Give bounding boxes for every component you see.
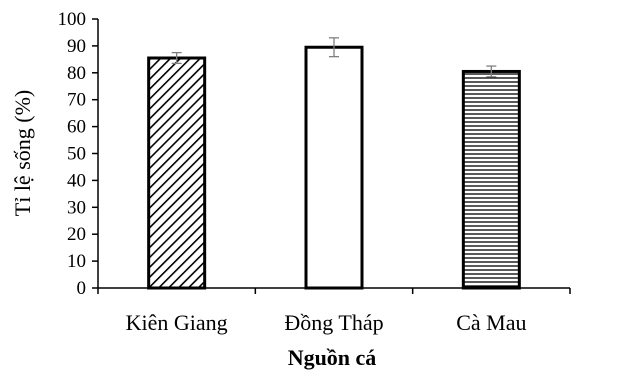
x-category-label: Cà Mau [456, 310, 526, 335]
x-category-labels: Kiên Giang Đồng Tháp Cà Mau [126, 310, 527, 335]
x-category-label: Kiên Giang [126, 310, 228, 335]
x-axis-title: Nguồn cá [288, 345, 377, 370]
bar [304, 45, 364, 290]
y-tick-label: 30 [67, 197, 86, 218]
y-tick-label: 80 [67, 63, 86, 84]
y-tick-labels: 0 10 20 30 40 50 60 70 80 90 100 [58, 9, 87, 299]
error-bars [171, 37, 497, 78]
y-axis [92, 18, 99, 289]
y-tick-label: 10 [67, 251, 86, 272]
bar [461, 69, 521, 290]
y-tick-label: 50 [67, 144, 86, 165]
y-tick-label: 20 [67, 224, 86, 245]
y-tick-label: 0 [77, 278, 87, 299]
bars [147, 45, 521, 290]
bar [147, 56, 207, 290]
y-tick-label: 40 [67, 170, 86, 191]
y-tick-label: 90 [67, 36, 86, 57]
y-axis-title: Tỉ lệ sống (%) [10, 90, 35, 216]
y-tick-label: 100 [58, 9, 87, 30]
x-category-label: Đồng Tháp [284, 310, 383, 335]
y-tick-label: 70 [67, 90, 86, 111]
y-tick-label: 60 [67, 117, 86, 138]
